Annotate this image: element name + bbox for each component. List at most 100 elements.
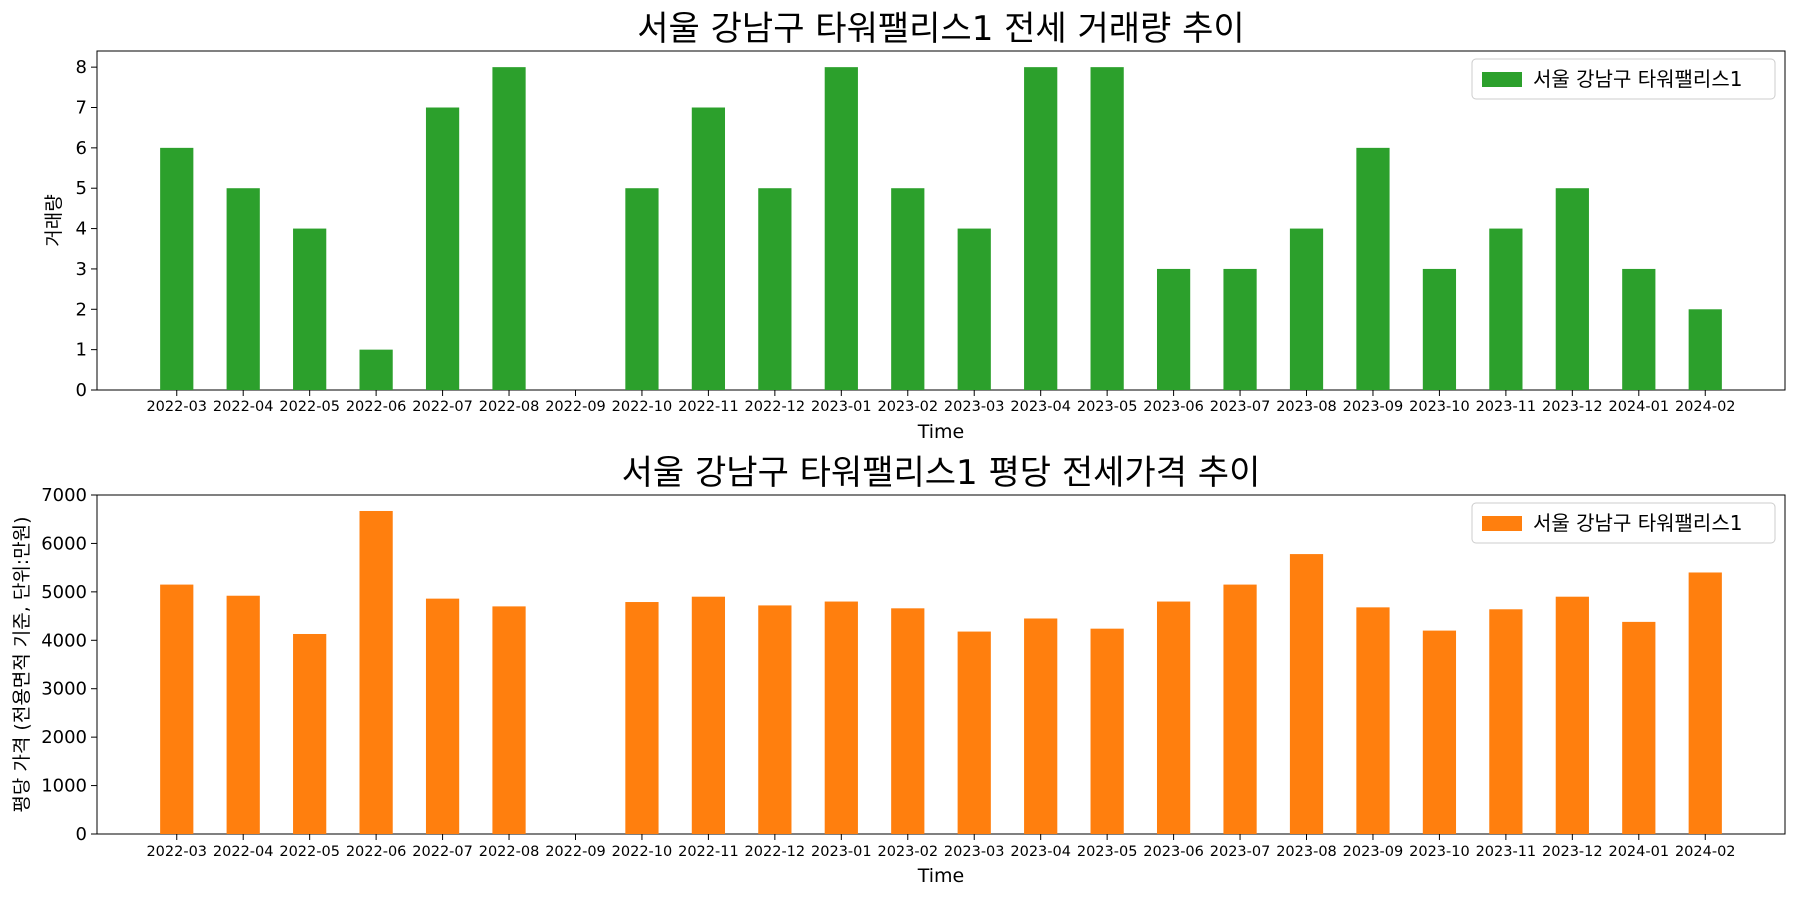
- chart1-ytick-label: 0: [76, 380, 87, 401]
- chart1-bar-2023-03: [957, 228, 991, 390]
- chart1-xtick-label: 2023-06: [1143, 399, 1204, 415]
- chart2-legend-swatch: [1482, 516, 1522, 531]
- chart2-xtick-label: 2022-11: [678, 844, 739, 860]
- chart2-title: 서울 강남구 타워팰리스1 평당 전세가격 추이: [622, 453, 1261, 493]
- chart2-xtick-label: 2022-06: [346, 844, 407, 860]
- chart1-ytick-label: 8: [76, 57, 87, 78]
- chart2-bar-2022-11: [691, 596, 726, 834]
- chart1-bar-2024-02: [1688, 309, 1722, 390]
- chart1-legend-box: [1471, 58, 1776, 100]
- chart1-ytick-label: 4: [76, 219, 87, 240]
- chart1-xtick-label: 2023-05: [1077, 399, 1138, 415]
- chart2-xtick-label: 2023-12: [1542, 844, 1603, 860]
- chart2-ytick-label: 7000: [41, 485, 87, 506]
- chart1-bar-2023-04: [1024, 67, 1058, 391]
- chart1-bar-2023-01: [824, 67, 858, 391]
- chart2-bar-2023-11: [1489, 609, 1523, 834]
- chart2-bar-2023-02: [891, 608, 925, 834]
- chart2-bar-2022-05: [293, 633, 327, 834]
- chart2-bar-2023-12: [1555, 596, 1589, 834]
- chart2-bar-2023-06: [1156, 601, 1191, 834]
- chart1-ytick-label: 2: [76, 299, 87, 320]
- chart1-bar-2023-12: [1555, 188, 1589, 390]
- chart2-legend-label: 서울 강남구 타워팰리스1: [1533, 511, 1742, 535]
- chart2-xtick-label: 2022-08: [479, 844, 540, 860]
- chart1-xtick-label: 2023-04: [1010, 399, 1071, 415]
- chart1-bar-2022-08: [492, 67, 526, 391]
- chart1-bar-2024-01: [1622, 268, 1656, 390]
- chart1-bar-2023-11: [1489, 228, 1523, 390]
- chart2-xtick-label: 2022-05: [279, 844, 340, 860]
- chart1-ytick-label: 5: [76, 178, 87, 199]
- chart2-xtick-label: 2023-06: [1143, 844, 1204, 860]
- chart2-bar-2023-01: [824, 601, 858, 834]
- chart2-xtick-label: 2024-02: [1675, 844, 1736, 860]
- chart1-xtick-label: 2023-11: [1476, 399, 1537, 415]
- chart2-xtick-label: 2023-01: [811, 844, 872, 860]
- chart2-xtick-label: 2023-05: [1077, 844, 1138, 860]
- chart1-bar-2022-10: [625, 188, 659, 390]
- chart2-y-axis-label: 평당 가격 (전용면적 기준, 단위:만원): [11, 516, 33, 812]
- chart2-xtick-label: 2023-04: [1010, 844, 1071, 860]
- chart1-xtick-label: 2023-07: [1210, 399, 1271, 415]
- chart2-ytick-label: 1000: [41, 776, 87, 797]
- chart1-xtick-label: 2022-08: [479, 399, 540, 415]
- chart1-bar-2022-07: [425, 107, 460, 390]
- chart1-xtick-label: 2022-09: [545, 399, 606, 415]
- chart2-bar-2022-03: [160, 584, 194, 834]
- chart2-xtick-label: 2023-11: [1476, 844, 1537, 860]
- chart2-xtick-label: 2024-01: [1608, 844, 1669, 860]
- chart2-ytick-label: 3000: [41, 679, 87, 700]
- chart1-bar-2022-03: [160, 147, 194, 390]
- chart1-xtick-label: 2024-01: [1608, 399, 1669, 415]
- chart1-xtick-label: 2024-02: [1675, 399, 1736, 415]
- chart2-plot-frame: [96, 494, 1786, 835]
- chart1-ytick-label: 3: [76, 259, 87, 280]
- chart2-ytick-label: 2000: [41, 727, 87, 748]
- chart2-xtick-label: 2022-04: [213, 844, 274, 860]
- chart1-ytick-label: 1: [76, 340, 87, 361]
- chart2-ytick-label: 0: [76, 824, 87, 845]
- chart2-bar-2022-04: [226, 595, 260, 834]
- chart1-bar-2022-04: [226, 188, 260, 390]
- chart1-xtick-label: 2023-03: [944, 399, 1005, 415]
- chart2-bar-2023-09: [1356, 607, 1390, 834]
- chart1-ytick-label: 7: [76, 98, 87, 119]
- chart1-y-axis-label: 거래량: [43, 194, 65, 246]
- chart2-xtick-label: 2022-09: [545, 844, 606, 860]
- chart1-title: 서울 강남구 타워팰리스1 전세 거래량 추이: [637, 9, 1244, 49]
- chart2-xtick-label: 2023-03: [944, 844, 1005, 860]
- chart2-bar-2024-02: [1688, 572, 1722, 834]
- chart2-bar-2024-01: [1622, 621, 1656, 834]
- chart1-bar-2022-12: [758, 188, 792, 390]
- chart1-xtick-label: 2022-12: [745, 399, 806, 415]
- chart2-xtick-label: 2022-07: [412, 844, 473, 860]
- chart2-xtick-label: 2022-03: [146, 844, 207, 860]
- chart1-xtick-label: 2022-03: [146, 399, 207, 415]
- chart1-ytick-label: 6: [76, 138, 87, 159]
- chart2-ytick-label: 6000: [41, 533, 87, 554]
- chart1-xtick-label: 2023-12: [1542, 399, 1603, 415]
- chart1-xtick-label: 2022-07: [412, 399, 473, 415]
- chart2-ytick-label: 4000: [41, 630, 87, 651]
- chart1-bar-2023-06: [1156, 268, 1191, 390]
- chart1-bar-2023-02: [891, 188, 925, 390]
- chart2-bar-2023-04: [1024, 618, 1058, 834]
- chart2-x-axis-label: Time: [917, 865, 965, 887]
- chart1-bar-2023-05: [1090, 67, 1124, 391]
- chart2-xtick-label: 2023-07: [1210, 844, 1271, 860]
- chart1-xtick-label: 2022-11: [678, 399, 739, 415]
- chart1-xtick-label: 2022-04: [213, 399, 274, 415]
- chart1-xtick-label: 2022-05: [279, 399, 340, 415]
- chart1-xtick-label: 2023-09: [1343, 399, 1404, 415]
- chart2-xtick-label: 2023-09: [1343, 844, 1404, 860]
- chart2-bar-2023-03: [957, 631, 991, 834]
- chart1-legend-swatch: [1482, 72, 1522, 87]
- chart2-bar-2023-08: [1289, 554, 1324, 834]
- chart1-xtick-label: 2023-02: [877, 399, 938, 415]
- chart1-bar-2023-09: [1356, 147, 1390, 390]
- chart2-bar-2022-07: [425, 598, 460, 834]
- chart1-xtick-label: 2023-01: [811, 399, 872, 415]
- chart1-plot-frame: [96, 50, 1786, 391]
